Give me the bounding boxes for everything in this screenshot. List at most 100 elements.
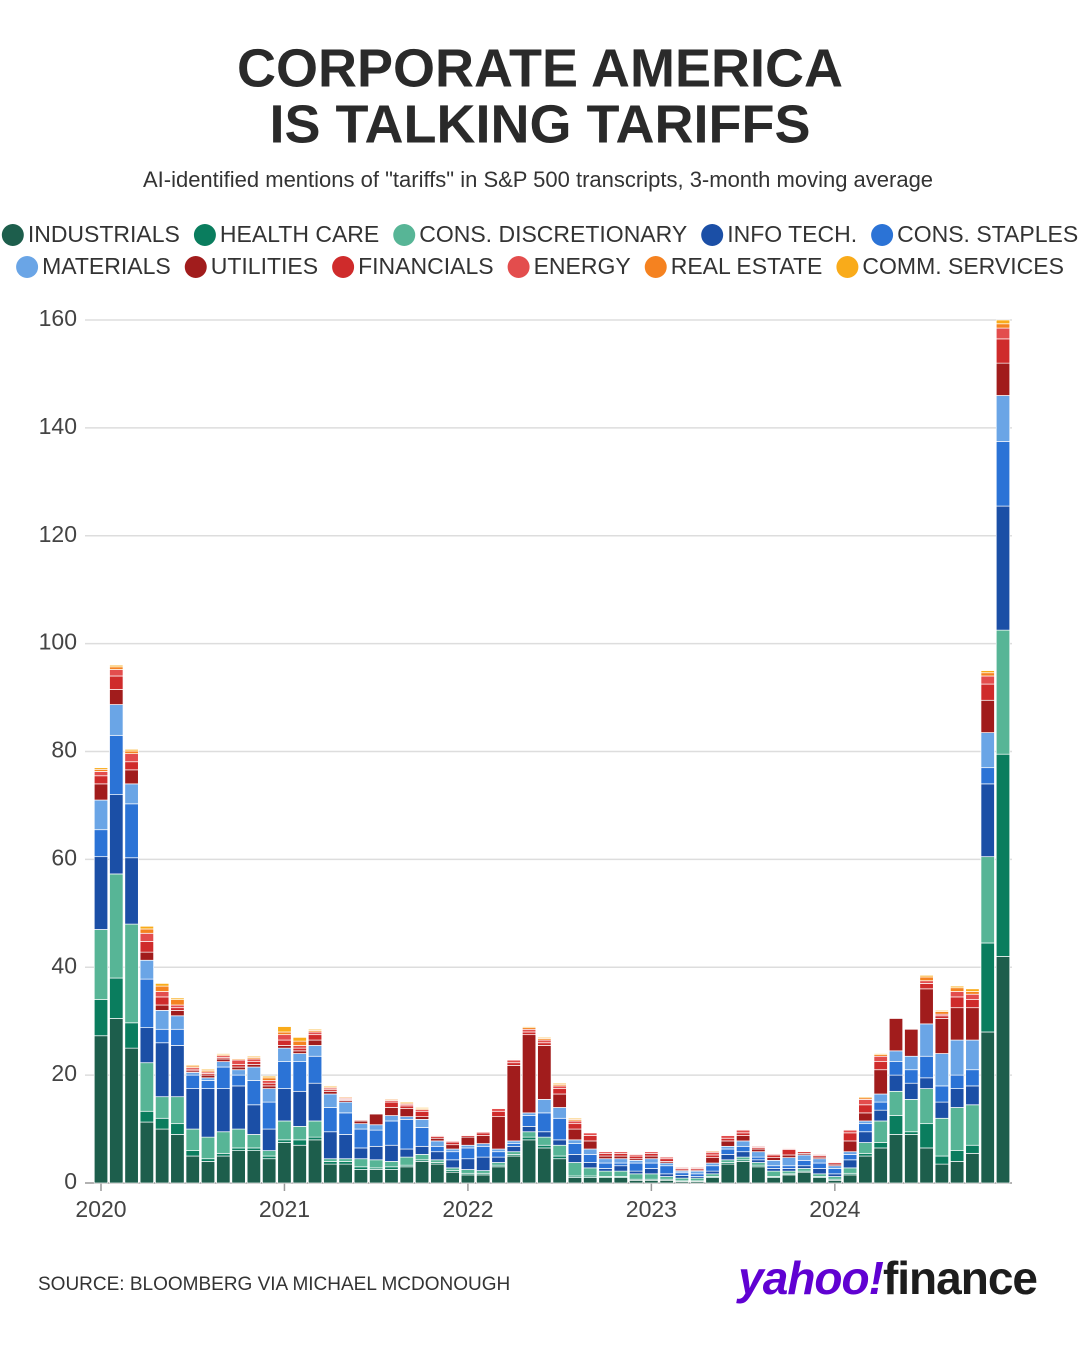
bar-segment [567, 1177, 583, 1184]
bar-segment [888, 1018, 904, 1052]
bar-segment [919, 1147, 934, 1184]
bar-segment [491, 1110, 506, 1118]
bar-segment [995, 338, 1011, 364]
bar-segment [858, 1155, 873, 1184]
bar-segment [185, 1064, 200, 1067]
bar-segment [353, 1123, 368, 1130]
bar-segment [827, 1176, 842, 1180]
bar-segment [919, 1023, 934, 1057]
legend-swatch [1, 224, 24, 246]
bar-segment [262, 1088, 277, 1103]
bar-segment [766, 1157, 781, 1161]
bar-segment [338, 1158, 353, 1162]
bar-segment [934, 1011, 949, 1015]
bar-segment [414, 1127, 430, 1147]
bar-segment [950, 1107, 965, 1151]
bar-segment [904, 1131, 919, 1135]
legend-label: INFO TECH. [727, 221, 857, 247]
bar-segment [919, 980, 934, 984]
bar-segment [858, 1096, 873, 1099]
bar-segment [598, 1152, 613, 1157]
bar-segment [980, 670, 995, 674]
bar-segment [965, 988, 980, 992]
bar-segment [109, 873, 124, 979]
bar-segment [904, 1069, 919, 1084]
bar-segment [384, 1120, 399, 1146]
legend-label: CONS. STAPLES [897, 221, 1078, 247]
bar-segment [537, 1099, 552, 1114]
bar-segment [200, 1068, 216, 1071]
bar-segment [567, 1120, 583, 1125]
bar-segment [843, 1128, 858, 1130]
bar-segment [369, 1169, 384, 1184]
bar-segment [843, 1174, 858, 1184]
bar-segment [109, 1018, 124, 1184]
bar-segment [384, 1115, 399, 1122]
bar-segment [476, 1132, 491, 1136]
bar-segment [170, 1123, 185, 1135]
bar-segment [369, 1113, 384, 1126]
bar-segment [521, 1139, 537, 1184]
bar-segment [705, 1170, 720, 1175]
bar-segment [506, 1062, 521, 1066]
bar-segment [736, 1132, 751, 1136]
bar-segment [262, 1158, 277, 1184]
bar-segment [873, 1093, 888, 1103]
bar-segment [476, 1143, 491, 1147]
bar-segment [200, 1088, 216, 1138]
bar-segment [399, 1119, 414, 1150]
bar-segment [445, 1171, 460, 1184]
bar-segment [751, 1144, 766, 1147]
bar-segment [124, 857, 139, 925]
bar-segment [491, 1151, 506, 1158]
bar-segment [185, 1155, 200, 1184]
bar-segment [781, 1174, 797, 1184]
bar-segment [904, 1099, 919, 1133]
bar-segment [827, 1168, 842, 1175]
bar-segment [307, 1139, 323, 1184]
bar-segment [124, 761, 139, 771]
bar-segment [109, 664, 124, 668]
bar-segment [109, 669, 124, 677]
y-tick-label: 20 [51, 1060, 77, 1086]
legend-label: CONS. DISCRETIONARY [419, 221, 687, 247]
bar-segment [307, 1082, 323, 1122]
bar-segment [292, 1139, 307, 1146]
bar-segment [736, 1151, 751, 1158]
bar-segment [827, 1179, 842, 1184]
bar-segment [720, 1148, 735, 1155]
bar-segment [797, 1154, 812, 1161]
logo: yahoo!finance [736, 1252, 1037, 1304]
bar-segment [200, 1080, 216, 1089]
bar-segment [323, 1161, 338, 1165]
bar-segment [155, 983, 170, 987]
legend-label: HEALTH CARE [220, 221, 379, 247]
bar-segment [919, 1055, 934, 1079]
bar-segment [705, 1173, 720, 1177]
bar-segment [521, 1112, 537, 1116]
bar-segment [491, 1116, 506, 1150]
bar-segment [476, 1156, 491, 1171]
bar-segment [995, 327, 1011, 340]
bar-segment [552, 1139, 567, 1146]
bar-segment [690, 1177, 705, 1182]
bar-segment [888, 1061, 904, 1076]
bar-segment [460, 1136, 476, 1146]
bar-segment [644, 1162, 659, 1169]
bar-segment [506, 1155, 521, 1184]
bar-segment [567, 1117, 583, 1120]
bar-segment [506, 1151, 521, 1155]
bar-segment [460, 1147, 476, 1160]
bar-segment [552, 1088, 567, 1095]
bar-segment [720, 1154, 735, 1161]
logo-finance: finance [883, 1252, 1037, 1304]
bar-segment [185, 1150, 200, 1157]
bar-segment [338, 1112, 353, 1135]
bar-segment [155, 1096, 170, 1119]
bar-segment [995, 505, 1011, 631]
bar-segment [628, 1155, 644, 1160]
bar-segment [705, 1165, 720, 1172]
source-note: SOURCE: BLOOMBERG VIA MICHAEL MCDONOUGH [38, 1274, 510, 1295]
bar-segment [139, 1027, 154, 1064]
